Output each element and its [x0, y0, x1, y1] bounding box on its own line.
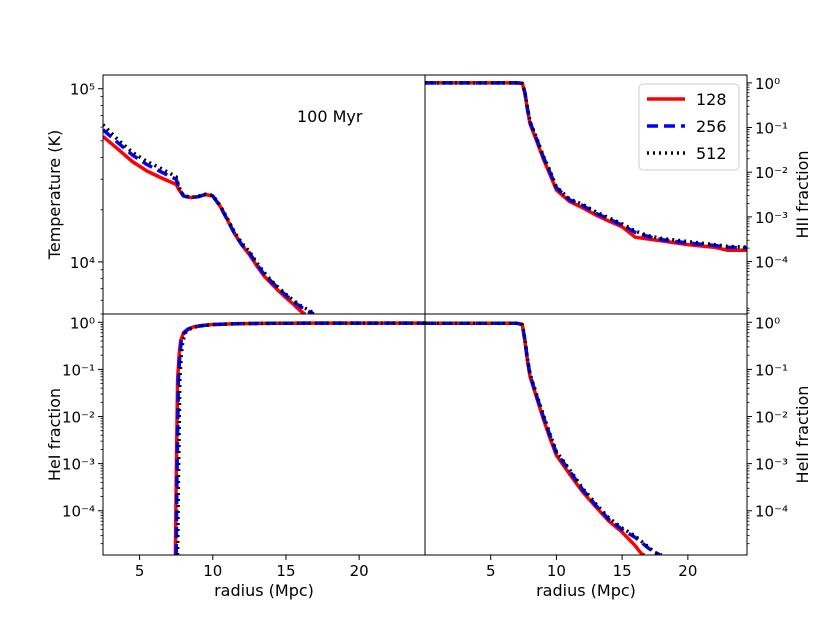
x-axis-label-bottom-right: radius (Mpc) [536, 581, 636, 600]
series-line-bottom-right-256 [425, 321, 662, 555]
legend: 128 256 512 [638, 83, 740, 171]
y-tick-label: 10⁻² [755, 409, 788, 427]
series-line-top-right-512 [425, 81, 747, 249]
y-tick-label: 10⁻⁴ [62, 503, 95, 521]
x-tick-label: 10 [203, 562, 222, 580]
y-tick-label: 10⁴ [70, 254, 95, 272]
y-tick-label: 10⁰ [755, 75, 780, 93]
panel-frame-bottom-right [424, 313, 748, 556]
series-line-bottom-right-512 [425, 321, 663, 555]
x-tick-label: 5 [135, 562, 145, 580]
x-axis-label-bottom-left: radius (Mpc) [214, 581, 314, 600]
series-line-bottom-left-512 [175, 321, 425, 555]
x-tick-label: 20 [678, 562, 697, 580]
y-tick-label: 10⁰ [70, 314, 95, 332]
y-tick-label: 10⁻¹ [62, 361, 95, 379]
y-tick-label: 10⁻¹ [755, 120, 788, 138]
legend-label-512: 512 [696, 144, 727, 163]
series-line-top-left-128 [103, 135, 306, 314]
y-tick-label: 10⁻³ [755, 209, 788, 227]
legend-label-256: 256 [696, 117, 727, 136]
y-tick-label: 10⁻³ [755, 456, 788, 474]
legend-box [638, 83, 740, 171]
y-axis-label-top-left: Temperature (K) [45, 130, 64, 260]
y-tick-label: 10⁻² [62, 409, 95, 427]
y-axis-label-bottom-right: HeII fraction [793, 386, 812, 484]
y-axis-label-top-right: HII fraction [793, 150, 812, 238]
y-axis-label-bottom-left: HeI fraction [45, 388, 64, 481]
series-line-top-left-512 [103, 123, 317, 314]
x-tick-label: 10 [547, 562, 566, 580]
y-tick-label: 10⁵ [70, 81, 95, 99]
annotation-time: 100 Myr [297, 107, 363, 126]
x-tick-label: 5 [486, 562, 496, 580]
x-tick-label: 20 [350, 562, 369, 580]
series-line-top-left-256 [103, 128, 315, 314]
series-line-bottom-left-128 [173, 321, 425, 555]
x-tick-label: 15 [276, 562, 295, 580]
panel-frame-bottom-left [102, 313, 426, 556]
legend-label-128: 128 [696, 90, 727, 109]
y-tick-label: 10⁻³ [62, 456, 95, 474]
x-tick-label: 15 [613, 562, 632, 580]
y-tick-label: 10⁻² [755, 164, 788, 182]
y-tick-label: 10⁻¹ [755, 361, 788, 379]
y-tick-label: 10⁰ [755, 314, 780, 332]
y-tick-label: 10⁻⁴ [755, 503, 788, 521]
series-line-bottom-right-128 [425, 321, 646, 555]
series-line-bottom-left-256 [174, 321, 425, 555]
y-tick-label: 10⁻⁴ [755, 254, 788, 272]
